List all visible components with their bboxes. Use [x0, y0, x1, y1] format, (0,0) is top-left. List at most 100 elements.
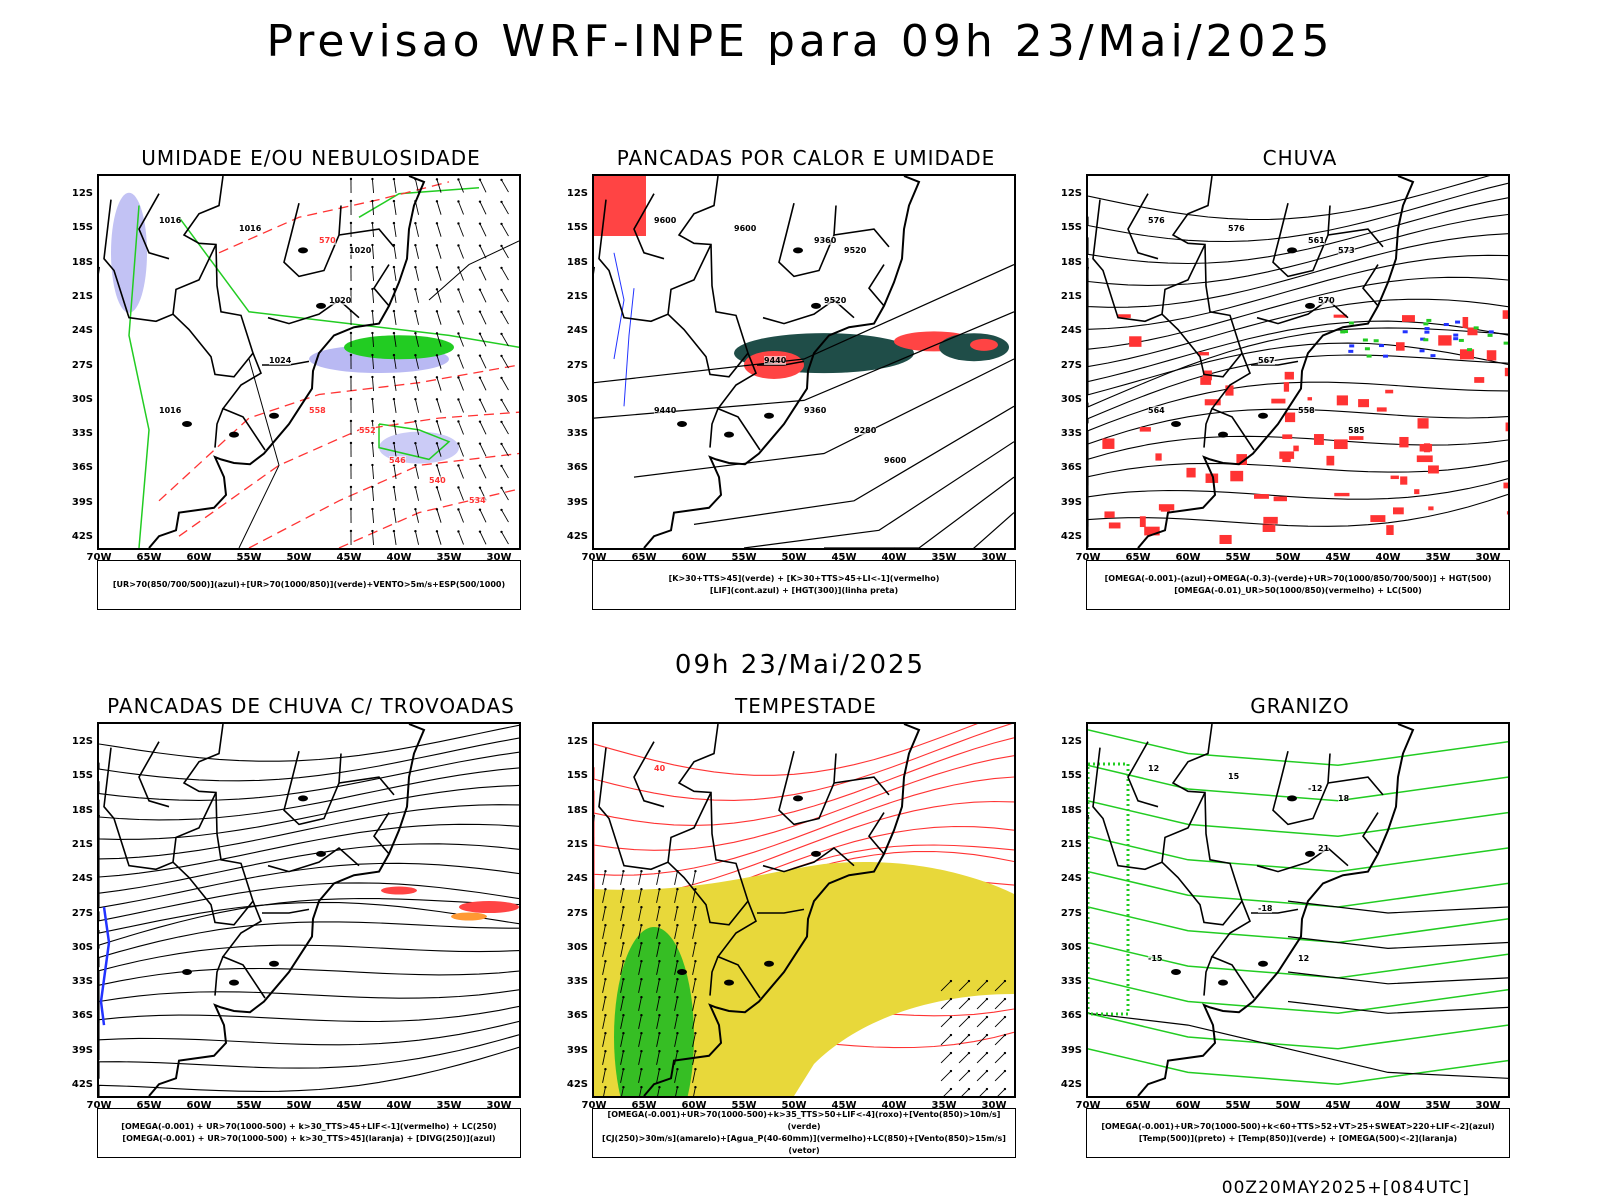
- legend-line: [OMEGA(-0.001) + UR>70(1000-500) + k>30_…: [98, 1121, 520, 1133]
- lat-tick-label: 33S: [1050, 976, 1082, 987]
- lat-tick-label: 24S: [1050, 325, 1082, 336]
- lat-tick-label: 30S: [556, 394, 588, 405]
- lat-tick-label: 21S: [1050, 291, 1082, 302]
- legend-line: [LIF](cont.azul) + [HGT(300)](linha pret…: [593, 585, 1015, 597]
- lat-tick-label: 36S: [61, 1010, 93, 1021]
- forecast-map[interactable]: 1016 1016 1020 1020 1024 1016 570 558 552 546 540 5…: [97, 174, 521, 550]
- legend-line: [Temp(500)](preto) + [Temp(850)](verde) …: [1087, 1133, 1509, 1145]
- lat-tick-label: 21S: [61, 839, 93, 850]
- lat-tick-label: 24S: [1050, 873, 1082, 884]
- forecast-map[interactable]: [97, 722, 521, 1098]
- lat-tick-label: 27S: [556, 908, 588, 919]
- lat-tick-label: 42S: [556, 1079, 588, 1090]
- contour-label: 1024: [269, 356, 291, 365]
- contour-label: 576: [1148, 216, 1165, 225]
- lat-tick-label: 30S: [61, 394, 93, 405]
- panel-chuva[interactable]: CHUVA 576 576 573 570 567 564 561 558 585 12S 15S 18…: [1050, 146, 1550, 626]
- contour-label: 15: [1228, 772, 1239, 781]
- lat-tick-label: 18S: [556, 805, 588, 816]
- lat-tick-label: 18S: [61, 805, 93, 816]
- contour-label: 534: [469, 496, 486, 505]
- lat-tick-label: 12S: [1050, 188, 1082, 199]
- forecast-map[interactable]: 12 15 18 21 -18 -15 -12 12: [1086, 722, 1510, 1098]
- lat-tick-label: 42S: [556, 531, 588, 542]
- contour-label: 540: [429, 476, 446, 485]
- lat-tick-label: 15S: [1050, 770, 1082, 781]
- lat-tick-label: 33S: [556, 428, 588, 439]
- lat-tick-label: 15S: [61, 770, 93, 781]
- contour-label: 546: [389, 456, 406, 465]
- contour-label: 570: [319, 236, 336, 245]
- forecast-map[interactable]: 40: [592, 722, 1016, 1098]
- panel-granizo[interactable]: GRANIZO 12 15 18 21 -18 -15 -12 12 12S 15S 18S 21S 24…: [1050, 694, 1550, 1174]
- panel-legend: [K>30+TTS>45](verde) + [K>30+TTS>45+LI<-…: [592, 560, 1016, 610]
- lat-tick-label: 27S: [61, 360, 93, 371]
- main-title: Previsao WRF-INPE para 09h 23/Mai/2025: [0, 16, 1600, 67]
- contour-label: 9440: [764, 356, 786, 365]
- lat-tick-label: 33S: [61, 428, 93, 439]
- contour-label: 558: [309, 406, 326, 415]
- contour-label: 12: [1148, 764, 1159, 773]
- forecast-map[interactable]: 9600 9600 9520 9520 9440 9440 9360 9360 9280 9600: [592, 174, 1016, 550]
- lat-tick-label: 21S: [1050, 839, 1082, 850]
- panel-trovoadas[interactable]: PANCADAS DE CHUVA C/ TROVOADAS 12S 15S 18S 2…: [61, 694, 561, 1174]
- lat-tick-label: 30S: [556, 942, 588, 953]
- lat-tick-label: 18S: [61, 257, 93, 268]
- lat-tick-label: 12S: [61, 188, 93, 199]
- lat-tick-label: 24S: [61, 873, 93, 884]
- contour-label: 567: [1258, 356, 1275, 365]
- lat-tick-label: 39S: [1050, 497, 1082, 508]
- contour-label: 573: [1338, 246, 1355, 255]
- lat-tick-label: 42S: [1050, 1079, 1082, 1090]
- run-info-footer: 00Z20MAY2025+[084UTC]: [1222, 1178, 1470, 1198]
- contour-label: 18: [1338, 794, 1349, 803]
- contour-label: 9600: [654, 216, 676, 225]
- lat-tick-label: 42S: [61, 1079, 93, 1090]
- contour-label: 576: [1228, 224, 1245, 233]
- contour-label: 21: [1318, 844, 1329, 853]
- lat-tick-label: 21S: [61, 291, 93, 302]
- contour-label: 9600: [734, 224, 756, 233]
- legend-line: [OMEGA(-0.01)_UR>50(1000/850)(vermelho) …: [1087, 585, 1509, 597]
- contour-label: -12: [1308, 784, 1322, 793]
- contour-label: 9520: [844, 246, 866, 255]
- lat-tick-label: 15S: [556, 770, 588, 781]
- lat-tick-label: 39S: [1050, 1045, 1082, 1056]
- lat-tick-label: 27S: [1050, 360, 1082, 371]
- lat-tick-label: 39S: [556, 1045, 588, 1056]
- lat-tick-label: 33S: [61, 976, 93, 987]
- contour-label: 1020: [329, 296, 351, 305]
- legend-line: [OMEGA(-0.001)+UR>70(1000-500)+k>35_TTS>…: [593, 1109, 1015, 1133]
- contour-label: -18: [1258, 904, 1272, 913]
- lat-tick-label: 12S: [556, 736, 588, 747]
- lat-tick-label: 15S: [556, 222, 588, 233]
- contour-label: 564: [1148, 406, 1165, 415]
- lat-tick-label: 39S: [556, 497, 588, 508]
- forecast-map[interactable]: 576 576 573 570 567 564 561 558 585: [1086, 174, 1510, 550]
- panel-tempestade[interactable]: TEMPESTADE 40 12S 15S 18S 21S 24S 27S 30S 33S 36S 3…: [556, 694, 1056, 1174]
- legend-line: [OMEGA(-0.001)+UR>70(1000-500)+k<60+TTS>…: [1087, 1121, 1509, 1133]
- panel-pancadas-calor[interactable]: PANCADAS POR CALOR E UMIDADE 9600 9600 9520…: [556, 146, 1056, 626]
- lat-tick-label: 30S: [61, 942, 93, 953]
- contour-label: 9360: [814, 236, 836, 245]
- lat-tick-label: 30S: [1050, 942, 1082, 953]
- contour-label: 9440: [654, 406, 676, 415]
- contour-label: 561: [1308, 236, 1325, 245]
- lat-tick-label: 36S: [556, 1010, 588, 1021]
- lat-tick-label: 15S: [1050, 222, 1082, 233]
- legend-line: [OMEGA(-0.001) + UR>70(1000-500) + k>30_…: [98, 1133, 520, 1145]
- panel-umidade[interactable]: UMIDADE E/OU NEBULOSIDADE 1016 1016 1020 102…: [61, 146, 561, 626]
- legend-line: [OMEGA(-0.001)-(azul)+OMEGA(-0.3)-(verde…: [1087, 573, 1509, 585]
- lat-tick-label: 27S: [61, 908, 93, 919]
- lat-tick-label: 24S: [61, 325, 93, 336]
- legend-line: [K>30+TTS>45](verde) + [K>30+TTS>45+LI<-…: [593, 573, 1015, 585]
- contour-label: 558: [1298, 406, 1315, 415]
- contour-label: 9520: [824, 296, 846, 305]
- panel-legend: [OMEGA(-0.001) + UR>70(1000-500) + k>30_…: [97, 1108, 521, 1158]
- panel-title: GRANIZO: [1050, 694, 1550, 718]
- contour-label: -15: [1148, 954, 1162, 963]
- lat-tick-label: 18S: [556, 257, 588, 268]
- panel-legend: [OMEGA(-0.001)+UR>70(1000-500)+k<60+TTS>…: [1086, 1108, 1510, 1158]
- contour-label: 570: [1318, 296, 1335, 305]
- lat-tick-label: 12S: [1050, 736, 1082, 747]
